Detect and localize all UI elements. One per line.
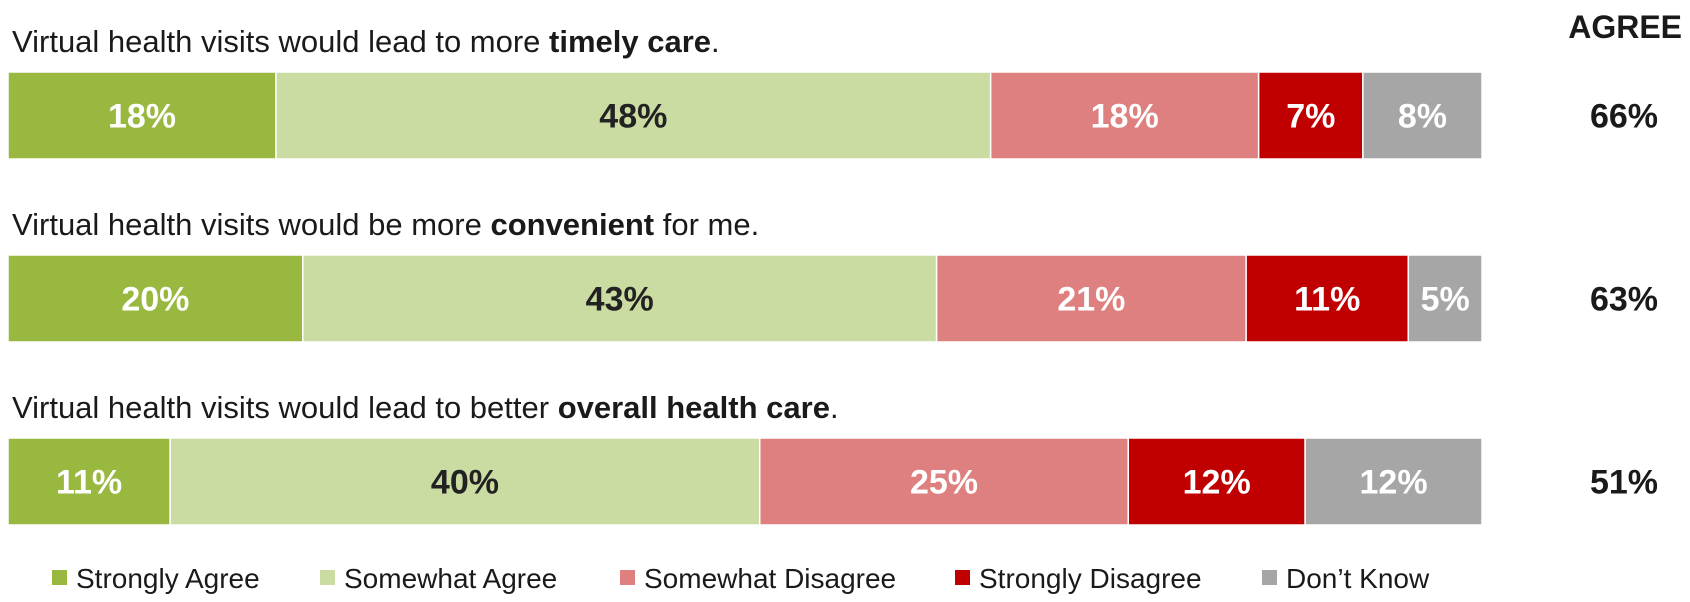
agree-total: 66% — [1590, 98, 1658, 136]
statement-text: Virtual health visits would lead to more — [12, 24, 549, 59]
statement-keyword: convenient — [490, 207, 654, 242]
data-label: 12% — [1183, 464, 1251, 502]
legend-swatch — [320, 570, 335, 585]
chart-legend: Strongly Agree Somewhat Agree Somewhat Dis… — [52, 563, 1430, 594]
statement-text: . — [711, 24, 720, 59]
data-label: 40% — [431, 464, 499, 502]
legend-item: Strongly Disagree — [955, 563, 1202, 594]
statement-keyword: timely care — [549, 24, 711, 59]
data-label: 12% — [1360, 464, 1428, 502]
data-label: 18% — [108, 98, 176, 136]
legend-swatch — [1262, 570, 1277, 585]
bar-segment — [1127, 437, 1306, 526]
legend-swatch — [52, 570, 67, 585]
bar-segment — [1304, 437, 1483, 526]
bar-segment — [1362, 71, 1483, 160]
legend-swatch — [620, 570, 635, 585]
bar-segment — [169, 437, 761, 526]
data-label: 48% — [599, 98, 667, 136]
data-label: 20% — [121, 281, 189, 319]
legend-label: Strongly Agree — [76, 563, 260, 594]
legend-item: Don’t Know — [1262, 563, 1430, 594]
bar-segment — [989, 71, 1260, 160]
chart-rows: Virtual health visits would lead to more… — [7, 24, 1658, 526]
bar-segment — [7, 254, 304, 343]
agree-total: 63% — [1590, 281, 1658, 319]
statement-keyword: overall health care — [558, 390, 830, 425]
data-label: 43% — [586, 281, 654, 319]
agree-total: 51% — [1590, 464, 1658, 502]
statement-text: Virtual health visits would lead to bett… — [12, 390, 558, 425]
bar-segment — [935, 254, 1247, 343]
data-label: 8% — [1398, 98, 1447, 136]
statement-label: Virtual health visits would lead to bett… — [12, 390, 839, 425]
statement-text: Virtual health visits would be more — [12, 207, 490, 242]
data-label: 25% — [910, 464, 978, 502]
bar-segment — [275, 71, 992, 160]
bar-segment — [7, 71, 277, 160]
statement-label: Virtual health visits would be more conv… — [12, 207, 759, 242]
legend-label: Strongly Disagree — [979, 563, 1202, 594]
legend-item: Somewhat Disagree — [620, 563, 896, 594]
data-label: 11% — [56, 464, 122, 502]
legend-label: Somewhat Disagree — [644, 563, 896, 594]
bar-segment — [1245, 254, 1410, 343]
statement-text: . — [830, 390, 839, 425]
bar-segment — [302, 254, 938, 343]
statement-label: Virtual health visits would lead to more… — [12, 24, 720, 59]
agree-column-header: AGREE — [1568, 9, 1682, 45]
data-label: 18% — [1091, 98, 1159, 136]
data-label: 21% — [1057, 281, 1125, 319]
data-label: 11% — [1294, 281, 1360, 319]
legend-item: Strongly Agree — [52, 563, 260, 594]
legend-label: Don’t Know — [1286, 563, 1430, 594]
bar-segment — [758, 437, 1129, 526]
statement-text: for me. — [654, 207, 759, 242]
data-label: 7% — [1286, 98, 1335, 136]
legend-swatch — [955, 570, 970, 585]
bar-segment — [1257, 71, 1364, 160]
legend-item: Somewhat Agree — [320, 563, 557, 594]
data-label: 5% — [1421, 281, 1470, 319]
legend-label: Somewhat Agree — [344, 563, 557, 594]
bar-segment — [1407, 254, 1483, 343]
